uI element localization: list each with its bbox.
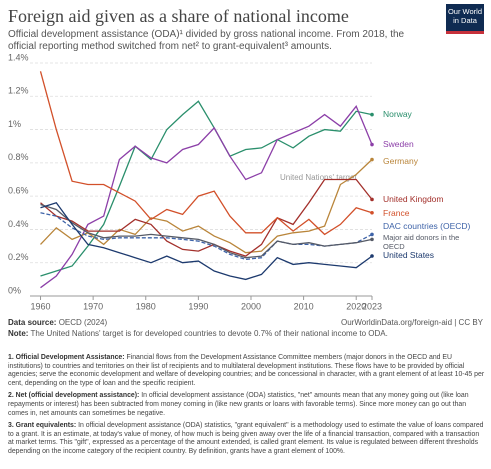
end-point [370, 254, 374, 258]
legend-label: United States [383, 250, 435, 260]
end-point [370, 142, 374, 147]
legend-label: Major aid donors in the OECD [383, 233, 460, 251]
legend-label: United Kingdom [383, 194, 444, 204]
series-line [40, 159, 373, 254]
logo[interactable]: Our World in Data [446, 4, 484, 34]
y-tick-label: 1% [8, 119, 21, 129]
legend-label: Norway [383, 109, 412, 119]
title: Foreign aid given as a share of national… [8, 6, 349, 26]
source-label: Data source: [8, 318, 57, 327]
legend-label: Sweden [383, 139, 414, 149]
end-point [370, 197, 374, 202]
legend-label: DAC countries (OECD) [383, 221, 471, 231]
x-tick-label: 2000 [241, 301, 261, 311]
footnote-title: 2. Net (official development assistance)… [8, 392, 140, 400]
note-text: The United Nations' target is for develo… [30, 329, 388, 338]
end-point [370, 232, 374, 237]
subtitle: Official development assistance (ODA)¹ d… [8, 29, 405, 52]
footnote-text: In official development assistance (ODA)… [8, 392, 469, 417]
footnote: 2. Net (official development assistance)… [8, 392, 486, 418]
end-point [370, 157, 374, 162]
end-point [370, 210, 374, 215]
y-tick-label: 0.2% [8, 252, 29, 262]
y-tick-label: 1.4% [8, 52, 29, 62]
footnote-title: 3. Grant equivalents: [8, 422, 77, 430]
series-line [40, 202, 373, 281]
chart: 0% 0.2% 0.4% 0.6% 0.8% 1% 1.2% 1.4% 1960 1970 1980… [8, 52, 382, 311]
note-label: Note: [8, 329, 29, 338]
legend-label: France [383, 208, 410, 218]
end-point [370, 237, 374, 242]
series-line [40, 212, 373, 261]
source: Data source: OECD (2024) [8, 318, 107, 327]
note: Note: The United Nations' target is for … [8, 329, 388, 338]
footnote: 3. Grant equivalents: In official develo… [8, 422, 486, 456]
x-tick-label: 2020 [346, 301, 366, 311]
series-line [40, 178, 373, 257]
x-tick-label: 2010 [294, 301, 314, 311]
footnote-text: In official development assistance (ODA)… [8, 422, 484, 455]
series-line [39, 71, 373, 236]
url[interactable]: OurWorldinData.org/foreign-aid | CC BY [341, 318, 483, 327]
footnote: 1. Official Development Assistance: Fina… [8, 354, 486, 388]
series-line [40, 100, 373, 277]
source-text: OECD (2024) [58, 318, 108, 327]
x-tick-label: 1960 [31, 301, 51, 311]
x-tick-label: 1990 [188, 301, 208, 311]
x-tick-label: 1970 [83, 301, 103, 311]
x-tick-label: 2023 [362, 301, 382, 311]
x-tick-label: 1980 [136, 301, 156, 311]
annotation: United Nations' target [280, 173, 357, 182]
y-tick-label: 0.4% [8, 219, 29, 229]
end-point [370, 112, 374, 117]
series-line [40, 203, 373, 259]
logo-line: in Data [453, 16, 477, 25]
y-tick-label: 0% [8, 285, 21, 295]
footnote-title: 1. Official Development Assistance: [8, 354, 125, 361]
y-tick-label: 1.2% [8, 86, 29, 96]
legend-label: Germany [383, 156, 418, 166]
logo-line: Our World [447, 7, 483, 16]
y-tick-label: 0.6% [8, 186, 29, 196]
footnotes: 1. Official Development Assistance: Fina… [8, 354, 486, 461]
footnote-text: Financial flows from the Development Ass… [8, 354, 485, 387]
y-tick-label: 0.8% [8, 152, 29, 162]
series-line [40, 105, 373, 289]
